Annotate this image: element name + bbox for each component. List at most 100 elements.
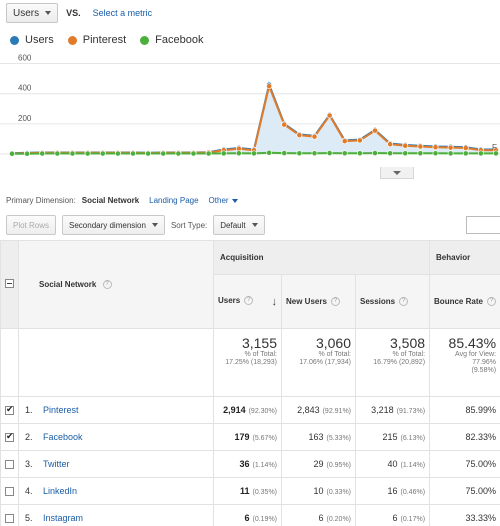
data-point-facebook[interactable] xyxy=(462,150,469,157)
data-point-pinterest[interactable] xyxy=(266,83,273,90)
column-header-sessions[interactable]: Sessions? xyxy=(354,274,431,329)
data-point-facebook[interactable] xyxy=(296,150,303,157)
data-point-facebook[interactable] xyxy=(432,150,439,157)
data-point-facebook[interactable] xyxy=(402,150,409,157)
help-icon[interactable]: ? xyxy=(244,295,254,305)
data-point-pinterest[interactable] xyxy=(417,143,424,150)
data-point-facebook[interactable] xyxy=(493,150,499,157)
data-point-facebook[interactable] xyxy=(251,150,257,157)
data-point-pinterest[interactable] xyxy=(281,121,288,128)
data-point-facebook[interactable] xyxy=(190,150,197,157)
row-users: 6 (0.19%) xyxy=(213,504,282,526)
row-sessions-pct: (6.13%) xyxy=(400,435,426,442)
row-checkbox[interactable] xyxy=(5,487,14,497)
data-point-pinterest[interactable] xyxy=(326,112,333,119)
data-point-facebook[interactable] xyxy=(235,150,242,157)
plot-rows-button[interactable]: Plot Rows xyxy=(6,215,57,235)
data-point-pinterest[interactable] xyxy=(356,137,363,144)
row-checkbox-cell xyxy=(0,423,19,451)
row-new-users-pct: (0.95%) xyxy=(326,462,351,469)
data-point-pinterest[interactable] xyxy=(372,127,378,134)
triangle-down-icon xyxy=(393,170,401,175)
data-point-facebook[interactable] xyxy=(311,150,318,157)
dimension-landing-page[interactable]: Landing Page xyxy=(149,196,199,205)
data-point-facebook[interactable] xyxy=(266,149,273,156)
row-sessions: 215 (6.13%) xyxy=(354,423,431,451)
row-new-users: 163 (5.33%) xyxy=(281,423,356,451)
data-point-pinterest[interactable] xyxy=(311,133,318,140)
row-network-link[interactable]: Instagram xyxy=(43,513,84,523)
help-icon[interactable]: ? xyxy=(330,297,340,307)
data-point-pinterest[interactable] xyxy=(402,142,409,149)
help-icon[interactable]: ? xyxy=(486,297,496,307)
chart-legend: Users Pinterest Facebook xyxy=(10,34,203,46)
data-point-pinterest[interactable] xyxy=(341,138,348,145)
total-value: 3,508 xyxy=(389,335,426,351)
data-point-facebook[interactable] xyxy=(417,150,424,157)
row-users: 36 (1.14%) xyxy=(213,450,282,478)
vs-label: VS. xyxy=(66,8,81,18)
data-point-facebook[interactable] xyxy=(326,150,333,156)
data-point-facebook[interactable] xyxy=(145,150,152,157)
data-point-facebook[interactable] xyxy=(9,150,15,157)
row-checkbox-cell xyxy=(0,504,19,526)
dimension-social-network[interactable]: Social Network xyxy=(81,196,140,205)
metric-dropdown[interactable]: Users xyxy=(6,3,59,23)
row-checkbox[interactable] xyxy=(5,404,14,416)
data-point-facebook[interactable] xyxy=(341,150,348,157)
data-point-facebook[interactable] xyxy=(387,150,394,157)
row-checkbox[interactable] xyxy=(5,431,14,443)
total-value: 3,155 xyxy=(241,335,277,351)
data-point-facebook[interactable] xyxy=(205,150,212,157)
totals-row: 3,155 % of Total: 17.25% (18,293) 3,060 … xyxy=(0,328,500,397)
row-network-link[interactable]: LinkedIn xyxy=(43,486,78,496)
row-new-users-pct: (0.20%) xyxy=(326,516,351,523)
row-number: 2. xyxy=(25,432,33,442)
row-network-link[interactable]: Twitter xyxy=(43,459,70,469)
data-point-pinterest[interactable] xyxy=(387,141,394,148)
line-chart[interactable]: 600 400 200 F xyxy=(0,50,500,170)
data-point-facebook[interactable] xyxy=(84,150,91,157)
metric-row: Users VS. Select a metric xyxy=(6,2,152,24)
row-network-link[interactable]: Pinterest xyxy=(43,405,79,415)
data-point-facebook[interactable] xyxy=(54,150,61,157)
data-point-facebook[interactable] xyxy=(160,150,167,157)
data-point-facebook[interactable] xyxy=(356,150,363,157)
row-checkbox[interactable] xyxy=(5,514,14,524)
row-network-link[interactable]: Facebook xyxy=(43,432,83,442)
sort-type-dropdown[interactable]: Default xyxy=(213,215,265,235)
help-icon[interactable]: ? xyxy=(399,297,409,307)
data-point-pinterest[interactable] xyxy=(447,144,454,151)
data-point-pinterest[interactable] xyxy=(462,145,469,151)
total-sessions: 3,508 % of Total: 16.79% (20,892) xyxy=(354,328,431,397)
chevron-down-icon xyxy=(251,223,258,227)
chart-collapse-handle[interactable] xyxy=(380,167,414,179)
secondary-dimension-dropdown[interactable]: Secondary dimension xyxy=(62,215,165,235)
data-point-pinterest[interactable] xyxy=(296,132,303,139)
data-point-facebook[interactable] xyxy=(372,150,378,156)
data-point-facebook[interactable] xyxy=(39,150,46,157)
data-point-facebook[interactable] xyxy=(69,150,76,157)
data-point-pinterest[interactable] xyxy=(432,144,439,151)
total-caption: % of Total: xyxy=(392,351,426,358)
data-point-facebook[interactable] xyxy=(447,150,454,157)
data-point-facebook[interactable] xyxy=(281,150,288,156)
data-point-facebook[interactable] xyxy=(114,150,121,157)
data-point-facebook[interactable] xyxy=(24,150,31,157)
data-point-facebook[interactable] xyxy=(99,150,106,157)
row-checkbox[interactable] xyxy=(5,460,14,470)
column-header-bounce-rate[interactable]: Bounce Rate? xyxy=(429,274,500,329)
data-table: Social Network ? Acquisition Behavior Us… xyxy=(0,240,500,526)
data-point-facebook[interactable] xyxy=(130,150,136,157)
dimension-other[interactable]: Other xyxy=(209,196,238,205)
data-point-facebook[interactable] xyxy=(477,150,484,157)
column-header-users[interactable]: Users? ↓ xyxy=(213,274,282,329)
select-all-checkbox[interactable] xyxy=(5,278,14,288)
select-metric-link[interactable]: Select a metric xyxy=(92,8,153,18)
data-point-facebook[interactable] xyxy=(220,150,227,157)
row-new-users-value: 10 xyxy=(313,486,324,496)
table-search-input[interactable] xyxy=(466,216,500,234)
data-point-facebook[interactable] xyxy=(175,150,182,157)
column-header-new-users[interactable]: New Users? xyxy=(281,274,356,329)
help-icon[interactable]: ? xyxy=(102,280,112,290)
